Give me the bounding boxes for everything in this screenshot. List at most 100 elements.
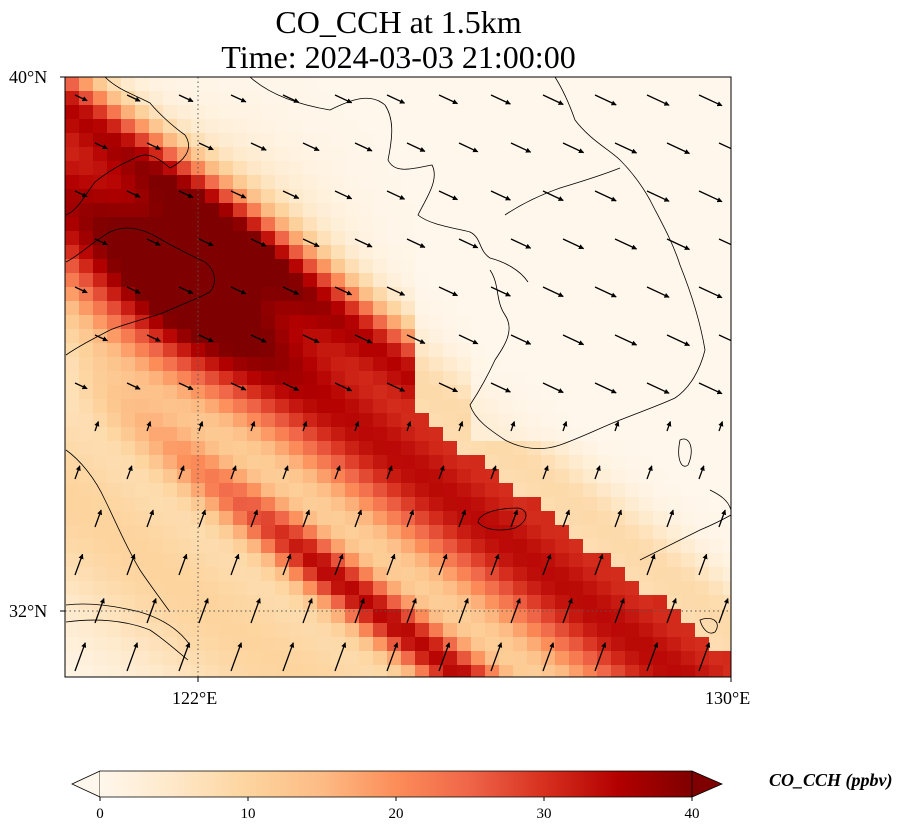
field-cell: [681, 567, 696, 582]
field-cell: [499, 357, 514, 372]
field-cell: [317, 329, 332, 344]
wind-arrow: [510, 334, 532, 345]
field-cell: [275, 161, 290, 176]
field-cell: [401, 623, 416, 638]
field-cell: [625, 161, 640, 176]
field-cell: [275, 385, 290, 400]
wind-arrow: [282, 94, 300, 103]
field-cell: [331, 217, 346, 232]
field-cell: [527, 343, 542, 358]
field-cell: [555, 357, 570, 372]
field-cell: [359, 665, 374, 677]
field-cell: [275, 609, 290, 624]
field-cell: [205, 301, 220, 316]
field-cell: [499, 623, 514, 638]
wind-arrow: [94, 509, 103, 528]
field-cell: [401, 399, 416, 414]
field-cell: [527, 511, 542, 526]
wind-arrow: [594, 382, 617, 394]
field-cell: [261, 119, 276, 134]
field-cell: [135, 343, 150, 358]
field-cell: [205, 217, 220, 232]
field-cell: [555, 147, 570, 162]
wind-arrow: [74, 553, 84, 576]
field-cell: [121, 413, 136, 428]
field-cell: [233, 455, 248, 470]
field-cell: [625, 301, 640, 316]
field-cell: [597, 91, 612, 106]
field-cell: [163, 259, 178, 274]
field-cell: [317, 609, 332, 624]
field-cell: [583, 539, 598, 554]
field-cell: [93, 161, 108, 176]
field-cell: [583, 147, 598, 162]
field-cell: [653, 245, 668, 260]
field-cell: [121, 217, 136, 232]
field-cell: [261, 413, 276, 428]
field-cell: [485, 217, 500, 232]
field-cell: [457, 651, 472, 666]
field-cell: [723, 413, 731, 428]
field-cell: [247, 301, 262, 316]
field-cell: [345, 231, 360, 246]
field-cell: [709, 665, 724, 677]
field-cell: [373, 77, 388, 92]
field-cell: [289, 231, 304, 246]
field-cell: [65, 329, 80, 344]
field-cell: [247, 665, 262, 677]
field-cell: [457, 189, 472, 204]
field-cell: [135, 371, 150, 386]
field-cell: [555, 455, 570, 470]
field-cell: [93, 259, 108, 274]
field-cell: [541, 315, 556, 330]
field-cell: [191, 455, 206, 470]
field-cell: [149, 105, 164, 120]
field-cell: [261, 595, 276, 610]
field-cell: [387, 105, 402, 120]
field-cell: [625, 609, 640, 624]
field-cell: [135, 441, 150, 456]
field-cell: [429, 623, 444, 638]
field-cell: [457, 553, 472, 568]
field-cell: [653, 343, 668, 358]
field-cell: [149, 399, 164, 414]
dmz-border: [504, 167, 621, 216]
field-cell: [555, 371, 570, 386]
field-cell: [247, 77, 262, 92]
wind-arrow: [542, 642, 555, 672]
field-cell: [121, 147, 136, 162]
field-cell: [443, 483, 458, 498]
field-cell: [415, 259, 430, 274]
field-cell: [93, 203, 108, 218]
field-cell: [471, 161, 486, 176]
field-cell: [709, 147, 724, 162]
field-cell: [709, 651, 724, 666]
field-cell: [695, 203, 710, 218]
wind-arrow: [542, 382, 564, 394]
wind-arrow: [510, 142, 532, 153]
field-cell: [639, 259, 654, 274]
field-cell: [233, 623, 248, 638]
field-cell: [471, 637, 486, 652]
coastline-jeju: [477, 507, 527, 531]
field-cell: [667, 91, 682, 106]
field-cell: [583, 497, 598, 512]
field-cell: [289, 133, 304, 148]
field-cell: [667, 105, 682, 120]
field-cell: [597, 343, 612, 358]
field-cell: [275, 287, 290, 302]
field-cell: [527, 231, 542, 246]
field-cell: [373, 217, 388, 232]
field-cell: [653, 609, 668, 624]
field-cell: [471, 539, 486, 554]
field-cell: [107, 623, 122, 638]
field-cell: [135, 161, 150, 176]
field-cell: [527, 497, 542, 512]
field-cell: [555, 119, 570, 134]
field-cell: [695, 595, 710, 610]
field-cell: [177, 371, 192, 386]
field-cell: [401, 385, 416, 400]
field-cell: [149, 133, 164, 148]
field-cell: [667, 539, 682, 554]
field-cell: [135, 455, 150, 470]
